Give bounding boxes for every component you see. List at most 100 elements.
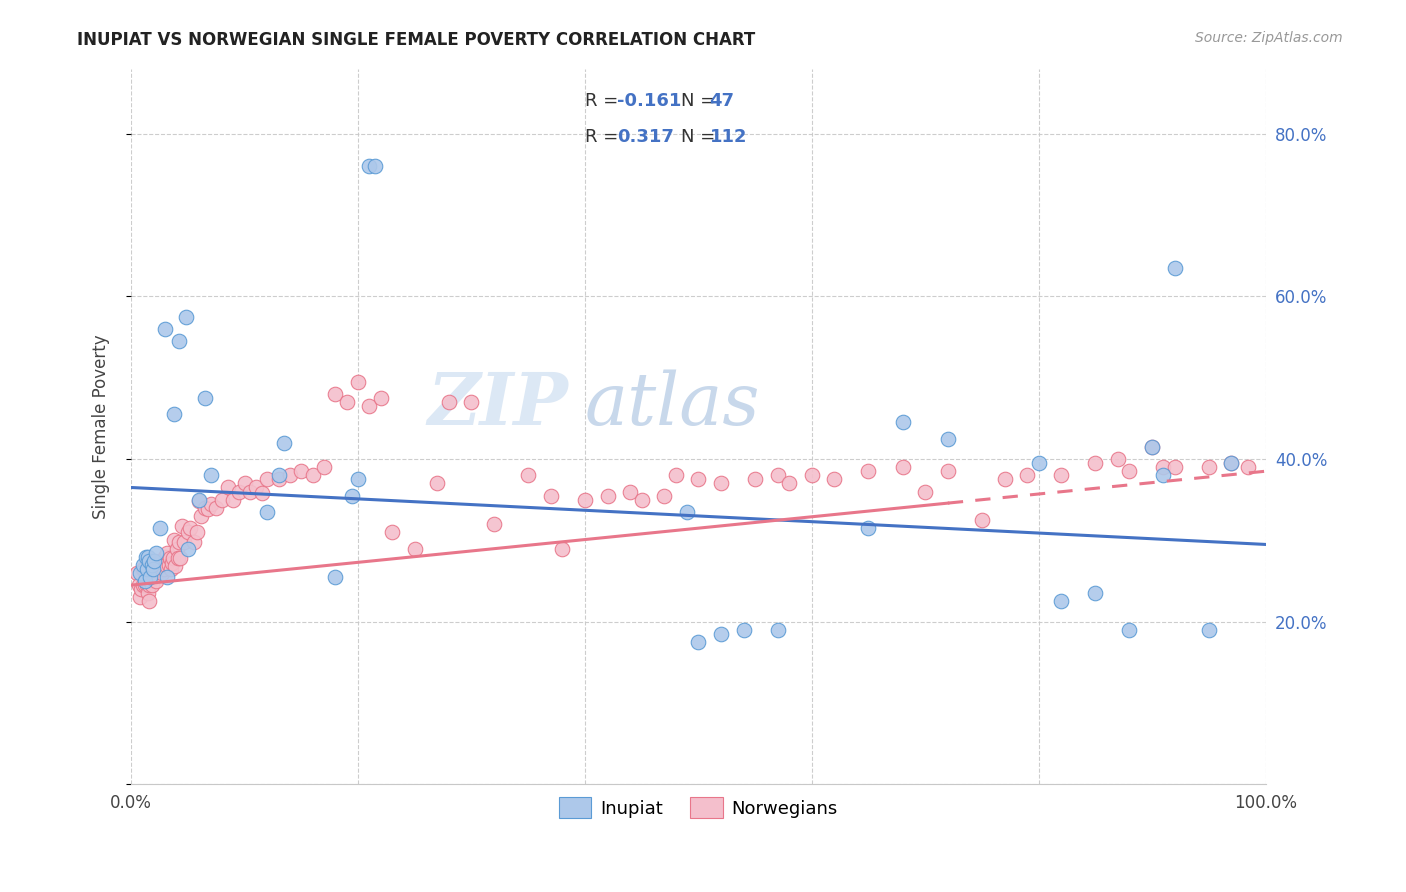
Point	[342, 489, 364, 503]
Point	[1118, 623, 1140, 637]
Point	[404, 541, 426, 556]
Text: N =: N =	[682, 92, 721, 110]
Point	[301, 468, 323, 483]
Point	[131, 562, 153, 576]
Point	[134, 574, 156, 588]
Point	[347, 375, 370, 389]
Point	[517, 468, 540, 483]
Point	[160, 556, 183, 570]
Point	[1237, 460, 1260, 475]
Point	[766, 468, 789, 483]
Point	[381, 525, 404, 540]
Point	[290, 464, 312, 478]
Point	[138, 554, 160, 568]
Text: N =: N =	[682, 128, 721, 145]
Point	[652, 489, 675, 503]
Point	[188, 494, 211, 508]
Point	[136, 549, 159, 564]
Point	[142, 554, 165, 568]
Text: 47: 47	[710, 92, 735, 110]
Point	[1084, 456, 1107, 470]
Point	[152, 558, 174, 572]
Point	[135, 570, 157, 584]
Point	[159, 551, 181, 566]
Point	[166, 541, 188, 556]
Point	[200, 468, 222, 483]
Point	[228, 484, 250, 499]
Point	[1107, 452, 1129, 467]
Point	[267, 468, 290, 483]
Point	[688, 472, 710, 486]
Point	[273, 435, 295, 450]
Point	[994, 472, 1017, 486]
Point	[437, 395, 460, 409]
Point	[914, 484, 936, 499]
Point	[1164, 260, 1187, 275]
Point	[1198, 623, 1220, 637]
Point	[135, 549, 157, 564]
Point	[665, 468, 688, 483]
Legend: Inupiat, Norwegians: Inupiat, Norwegians	[551, 790, 845, 825]
Point	[138, 594, 160, 608]
Point	[139, 570, 162, 584]
Point	[166, 551, 188, 566]
Point	[131, 558, 153, 572]
Point	[205, 500, 228, 515]
Point	[540, 489, 562, 503]
Point	[551, 541, 574, 556]
Point	[160, 562, 183, 576]
Y-axis label: Single Female Poverty: Single Female Poverty	[93, 334, 110, 519]
Point	[1152, 460, 1174, 475]
Point	[155, 558, 177, 572]
Point	[146, 562, 169, 576]
Point	[157, 558, 180, 572]
Point	[131, 582, 153, 597]
Point	[172, 518, 194, 533]
Point	[156, 545, 179, 559]
Point	[1140, 440, 1163, 454]
Point	[1198, 460, 1220, 475]
Point	[132, 562, 155, 576]
Point	[710, 476, 733, 491]
Point	[129, 591, 152, 605]
Point	[200, 497, 222, 511]
Point	[676, 505, 699, 519]
Point	[169, 551, 191, 566]
Point	[630, 492, 652, 507]
Point	[245, 481, 267, 495]
Point	[141, 558, 163, 572]
Point	[1017, 468, 1039, 483]
Point	[142, 566, 165, 580]
Point	[336, 395, 359, 409]
Point	[129, 566, 152, 580]
Point	[139, 574, 162, 588]
Point	[153, 549, 176, 564]
Point	[1084, 586, 1107, 600]
Point	[128, 578, 150, 592]
Point	[217, 481, 239, 495]
Point	[359, 399, 381, 413]
Text: -0.161: -0.161	[617, 92, 681, 110]
Point	[1220, 456, 1243, 470]
Point	[163, 533, 186, 548]
Point	[136, 570, 159, 584]
Point	[145, 545, 167, 559]
Point	[177, 525, 200, 540]
Point	[744, 472, 766, 486]
Point	[970, 513, 993, 527]
Point	[153, 562, 176, 576]
Point	[1118, 464, 1140, 478]
Point	[222, 492, 245, 507]
Point	[936, 464, 959, 478]
Point	[177, 541, 200, 556]
Point	[141, 578, 163, 592]
Point	[1050, 594, 1073, 608]
Point	[125, 566, 148, 580]
Point	[688, 635, 710, 649]
Text: ZIP: ZIP	[427, 369, 568, 441]
Point	[858, 521, 880, 535]
Point	[150, 566, 173, 580]
Text: 112: 112	[710, 128, 747, 145]
Point	[211, 492, 233, 507]
Text: R =: R =	[585, 92, 624, 110]
